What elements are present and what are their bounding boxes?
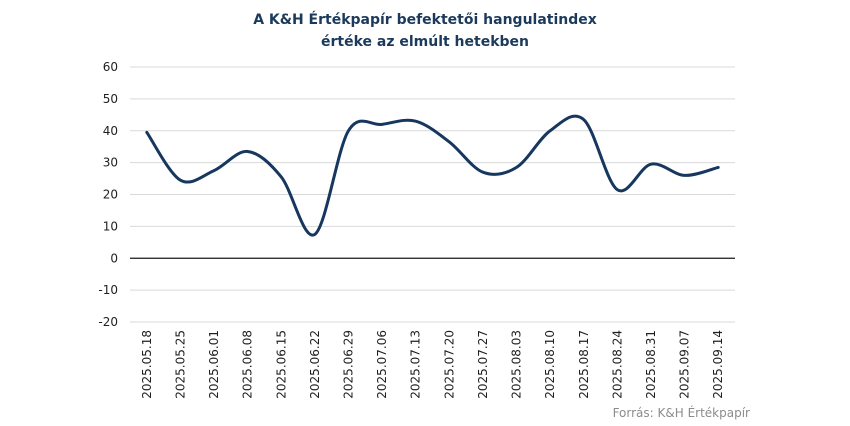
x-tick-label: 2025.09.07	[678, 330, 692, 399]
x-tick-label: 2025.06.15	[274, 330, 288, 399]
x-tick-label: 2025.06.29	[341, 330, 355, 399]
y-tick-label: 20	[103, 188, 118, 202]
x-tick-label: 2025.06.22	[308, 330, 322, 399]
chart-title-line2: értéke az elmúlt hetekben	[321, 34, 529, 50]
y-tick-label: 50	[103, 92, 118, 106]
y-tick-label: -10	[98, 283, 118, 297]
chart-title-line1: A K&H Értékpapír befektetői hangulatinde…	[253, 11, 597, 28]
x-tick-label: 2025.08.10	[543, 330, 557, 399]
x-tick-label: 2025.08.24	[610, 330, 624, 399]
x-axis-ticks: 2025.05.18 2025.05.25 2025.06.01 2025.06.08…	[140, 330, 725, 399]
x-tick-label: 2025.08.03	[510, 330, 524, 399]
x-tick-label: 2025.07.06	[375, 330, 389, 399]
y-tick-label: 40	[103, 124, 118, 138]
source-note: Forrás: K&H Értékpapír	[613, 405, 750, 420]
y-axis-ticks: 60 50 40 30 20 10 0 -10 -20	[98, 60, 118, 329]
x-tick-label: 2025.06.01	[207, 330, 221, 399]
y-tick-label: 60	[103, 60, 118, 74]
x-tick-label: 2025.07.20	[442, 330, 456, 399]
y-tick-label: 10	[103, 219, 118, 233]
x-tick-label: 2025.05.25	[173, 330, 187, 399]
y-tick-label: 30	[103, 156, 118, 170]
x-tick-label: 2025.08.31	[644, 330, 658, 399]
x-tick-label: 2025.07.27	[476, 330, 490, 399]
series-line	[145, 114, 720, 237]
x-tick-label: 2025.05.18	[140, 330, 154, 399]
y-tick-label: -20	[98, 315, 118, 329]
gridlines	[130, 66, 735, 323]
y-tick-label: 0	[110, 251, 118, 265]
x-tick-label: 2025.06.08	[241, 330, 255, 399]
x-tick-label: 2025.07.13	[409, 330, 423, 399]
x-tick-label: 2025.08.17	[577, 330, 591, 399]
x-tick-label: 2025.09.14	[711, 330, 725, 399]
